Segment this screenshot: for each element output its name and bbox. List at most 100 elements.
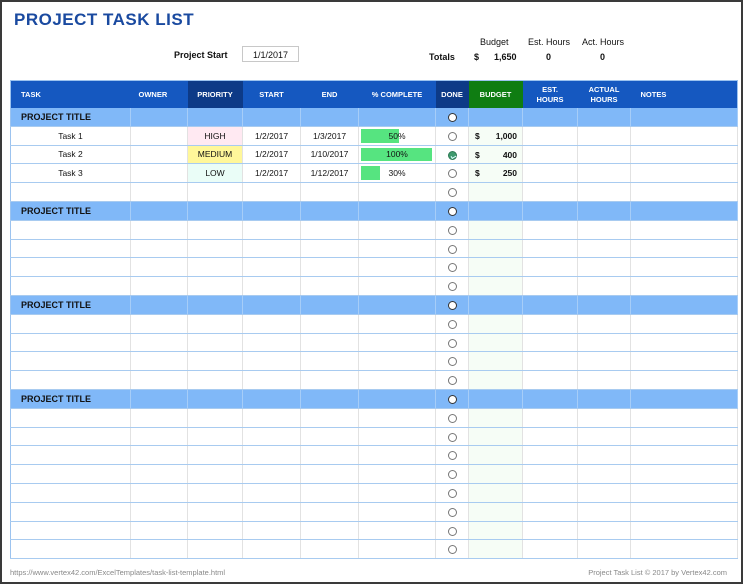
notes-cell[interactable]: [630, 239, 738, 259]
actual-hours-cell[interactable]: [577, 483, 631, 503]
priority-cell[interactable]: [187, 539, 243, 560]
est-hours-cell[interactable]: [522, 370, 578, 390]
done-cell[interactable]: [435, 257, 469, 278]
notes-cell[interactable]: [630, 502, 738, 522]
notes-cell[interactable]: [630, 445, 738, 466]
end-cell[interactable]: [300, 201, 359, 221]
complete-cell[interactable]: [358, 276, 436, 296]
actual-hours-cell[interactable]: [577, 276, 631, 296]
est-hours-cell[interactable]: [522, 145, 578, 165]
actual-hours-cell[interactable]: [577, 220, 631, 240]
end-cell[interactable]: [300, 295, 359, 315]
done-cell[interactable]: [435, 483, 469, 503]
task-name-cell[interactable]: [10, 370, 131, 390]
done-cell[interactable]: [435, 108, 469, 127]
est-hours-cell[interactable]: [522, 427, 578, 447]
end-cell[interactable]: [300, 276, 359, 296]
notes-cell[interactable]: [630, 314, 738, 334]
priority-cell[interactable]: MEDIUM: [187, 145, 243, 165]
done-radio-icon[interactable]: [447, 545, 457, 555]
complete-cell[interactable]: [358, 427, 436, 447]
start-cell[interactable]: [242, 445, 301, 466]
notes-cell[interactable]: [630, 201, 738, 221]
actual-hours-cell[interactable]: [577, 464, 631, 484]
end-cell[interactable]: [300, 370, 359, 390]
actual-hours-cell[interactable]: [577, 445, 631, 466]
budget-cell[interactable]: [468, 539, 523, 560]
task-name-cell[interactable]: [10, 521, 131, 541]
notes-cell[interactable]: [630, 182, 738, 202]
done-cell[interactable]: [435, 276, 469, 296]
end-cell[interactable]: [300, 539, 359, 560]
actual-hours-cell[interactable]: [577, 182, 631, 202]
start-cell[interactable]: [242, 389, 301, 409]
owner-cell[interactable]: [130, 445, 188, 466]
col-header-est-hours[interactable]: EST. HOURS: [522, 80, 578, 108]
notes-cell[interactable]: [630, 521, 738, 541]
end-cell[interactable]: [300, 257, 359, 278]
end-cell[interactable]: [300, 220, 359, 240]
task-name-cell[interactable]: [10, 257, 131, 278]
budget-cell[interactable]: $250: [468, 163, 523, 184]
done-radio-icon[interactable]: [447, 507, 457, 517]
done-cell[interactable]: [435, 539, 469, 560]
task-name-cell[interactable]: [10, 239, 131, 259]
budget-cell[interactable]: [468, 464, 523, 484]
done-radio-icon[interactable]: [447, 188, 457, 198]
complete-cell[interactable]: 100%: [358, 145, 436, 165]
est-hours-cell[interactable]: [522, 521, 578, 541]
start-cell[interactable]: [242, 220, 301, 240]
col-header-start[interactable]: START: [242, 80, 301, 108]
done-cell[interactable]: [435, 464, 469, 484]
notes-cell[interactable]: [630, 408, 738, 428]
actual-hours-cell[interactable]: [577, 295, 631, 315]
owner-cell[interactable]: [130, 464, 188, 484]
notes-cell[interactable]: [630, 427, 738, 447]
end-cell[interactable]: [300, 408, 359, 428]
est-hours-cell[interactable]: [522, 257, 578, 278]
end-cell[interactable]: [300, 351, 359, 372]
notes-cell[interactable]: [630, 108, 738, 127]
complete-cell[interactable]: 50%: [358, 126, 436, 146]
est-hours-cell[interactable]: [522, 483, 578, 503]
budget-cell[interactable]: [468, 295, 523, 315]
task-name-cell[interactable]: [10, 408, 131, 428]
start-cell[interactable]: [242, 314, 301, 334]
budget-cell[interactable]: [468, 108, 523, 127]
complete-cell[interactable]: [358, 502, 436, 522]
budget-cell[interactable]: [468, 220, 523, 240]
complete-cell[interactable]: [358, 539, 436, 560]
notes-cell[interactable]: [630, 464, 738, 484]
task-name-cell[interactable]: [10, 351, 131, 372]
est-hours-cell[interactable]: [522, 389, 578, 409]
complete-cell[interactable]: [358, 483, 436, 503]
notes-cell[interactable]: [630, 295, 738, 315]
complete-cell[interactable]: [358, 295, 436, 315]
actual-hours-cell[interactable]: [577, 333, 631, 353]
est-hours-cell[interactable]: [522, 163, 578, 184]
actual-hours-cell[interactable]: [577, 257, 631, 278]
done-radio-icon[interactable]: [447, 113, 457, 123]
complete-cell[interactable]: [358, 220, 436, 240]
complete-cell[interactable]: [358, 314, 436, 334]
priority-cell[interactable]: [187, 370, 243, 390]
owner-cell[interactable]: [130, 220, 188, 240]
notes-cell[interactable]: [630, 539, 738, 560]
start-cell[interactable]: [242, 257, 301, 278]
budget-cell[interactable]: [468, 445, 523, 466]
owner-cell[interactable]: [130, 295, 188, 315]
notes-cell[interactable]: [630, 276, 738, 296]
owner-cell[interactable]: [130, 145, 188, 165]
owner-cell[interactable]: [130, 257, 188, 278]
budget-cell[interactable]: [468, 182, 523, 202]
end-cell[interactable]: [300, 521, 359, 541]
owner-cell[interactable]: [130, 333, 188, 353]
end-cell[interactable]: [300, 333, 359, 353]
start-cell[interactable]: 1/2/2017: [242, 163, 301, 184]
owner-cell[interactable]: [130, 521, 188, 541]
done-radio-icon[interactable]: [447, 225, 457, 235]
done-radio-icon[interactable]: [447, 526, 457, 536]
start-cell[interactable]: [242, 483, 301, 503]
complete-cell[interactable]: [358, 333, 436, 353]
priority-cell[interactable]: [187, 201, 243, 221]
